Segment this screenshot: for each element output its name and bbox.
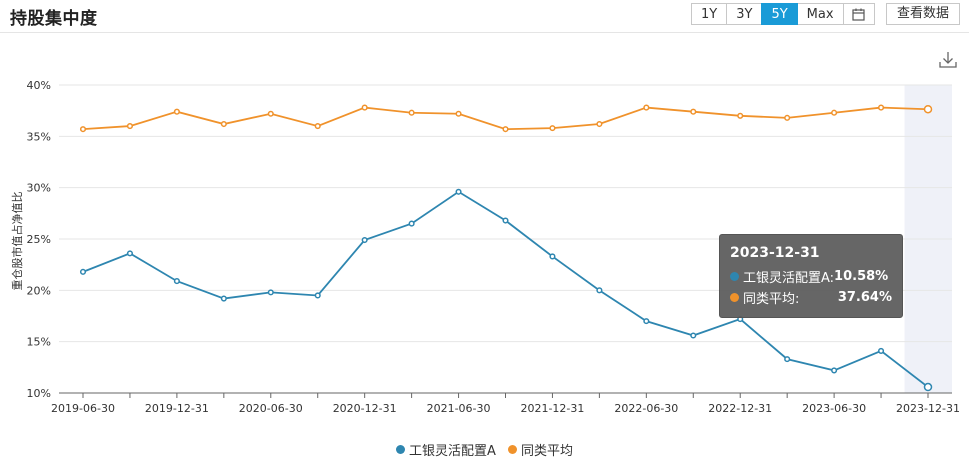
data-point xyxy=(878,104,885,111)
calendar-icon xyxy=(852,8,865,21)
tooltip-label: 同类平均: xyxy=(743,292,800,307)
data-point xyxy=(220,120,227,128)
y-tick-label: 30% xyxy=(27,182,51,195)
data-point xyxy=(643,318,650,325)
x-tick-label: 2020-06-30 xyxy=(239,402,303,415)
x-tick-label: 2022-12-31 xyxy=(708,402,772,415)
data-point xyxy=(126,250,133,257)
data-point xyxy=(408,220,415,227)
legend-item-fund[interactable]: 工银灵活配置A xyxy=(396,440,496,459)
x-tick-label: 2021-06-30 xyxy=(427,402,491,415)
data-point xyxy=(79,126,87,133)
data-point xyxy=(267,110,274,117)
x-tick-label: 2020-12-31 xyxy=(333,402,397,415)
range-3y-button[interactable]: 3Y xyxy=(726,3,763,25)
tooltip: 2023-12-31 工银灵活配置A: 10.58% 同类平均: 37.64% xyxy=(719,234,903,318)
tooltip-row-fund: 工银灵活配置A: 10.58% xyxy=(730,266,892,287)
calendar-button[interactable] xyxy=(842,3,875,25)
data-point xyxy=(737,112,744,119)
data-point xyxy=(502,126,509,133)
data-point xyxy=(267,289,274,296)
data-point xyxy=(173,278,180,285)
chart-legend: 工银灵活配置A 同类平均 xyxy=(0,440,969,459)
series-line-1 xyxy=(82,106,929,131)
tooltip-value: 10.58% xyxy=(834,269,889,284)
range-selector: 1Y 3Y 5Y Max xyxy=(691,3,875,25)
data-point xyxy=(784,114,791,121)
tooltip-marker-icon xyxy=(730,272,739,281)
data-point xyxy=(596,120,603,128)
y-axis-title: 重仓股市值占净值比 xyxy=(10,192,24,291)
data-point xyxy=(455,110,462,117)
tooltip-label: 工银灵活配置A: xyxy=(743,271,835,286)
data-point xyxy=(314,292,321,299)
x-tick-label: 2022-06-30 xyxy=(614,402,678,415)
download-icon[interactable] xyxy=(938,50,958,70)
data-point xyxy=(314,123,321,130)
y-tick-label: 35% xyxy=(27,130,51,143)
data-point xyxy=(690,108,697,115)
x-tick-label: 2019-06-30 xyxy=(51,402,115,415)
data-point xyxy=(502,217,509,224)
y-tick-label: 25% xyxy=(27,233,51,246)
data-point xyxy=(126,123,133,130)
legend-marker-icon xyxy=(507,445,517,454)
tooltip-row-average: 同类平均: 37.64% xyxy=(730,287,892,308)
legend-label: 工银灵活配置A xyxy=(409,444,496,459)
data-point xyxy=(361,236,368,244)
data-point xyxy=(784,356,791,363)
data-point xyxy=(408,109,415,116)
x-tick-label: 2019-12-31 xyxy=(145,402,209,415)
view-data-button[interactable]: 查看数据 xyxy=(886,3,961,25)
x-tick-label: 2021-12-31 xyxy=(520,402,584,415)
x-tick-label: 2023-06-30 xyxy=(802,402,866,415)
data-point xyxy=(878,347,885,354)
legend-item-average[interactable]: 同类平均 xyxy=(507,440,573,459)
data-point xyxy=(690,332,697,339)
data-point xyxy=(643,104,650,111)
data-point xyxy=(923,104,933,114)
header: 持股集中度 1Y 3Y 5Y Max 查看数据 xyxy=(0,0,969,33)
data-point xyxy=(220,295,227,302)
range-1y-button[interactable]: 1Y xyxy=(691,3,728,25)
data-point xyxy=(173,108,180,115)
data-point xyxy=(549,253,556,260)
data-point xyxy=(455,188,462,195)
range-5y-button[interactable]: 5Y xyxy=(761,3,798,25)
data-point xyxy=(923,382,933,392)
y-tick-label: 40% xyxy=(27,79,51,92)
data-point xyxy=(596,287,603,294)
tooltip-date: 2023-12-31 xyxy=(730,245,820,261)
y-tick-label: 15% xyxy=(27,336,51,349)
x-tick-label: 2023-12-31 xyxy=(896,402,960,415)
tooltip-marker-icon xyxy=(730,293,739,302)
data-point xyxy=(831,109,838,116)
data-point xyxy=(831,367,838,374)
data-point xyxy=(549,125,556,132)
legend-marker-icon xyxy=(396,445,406,454)
tooltip-value: 37.64% xyxy=(837,290,892,305)
data-point xyxy=(79,268,87,275)
y-tick-label: 10% xyxy=(27,387,51,400)
y-tick-label: 20% xyxy=(27,284,51,297)
data-point xyxy=(361,104,368,111)
legend-label: 同类平均 xyxy=(520,444,573,459)
page-title: 持股集中度 xyxy=(10,9,98,29)
